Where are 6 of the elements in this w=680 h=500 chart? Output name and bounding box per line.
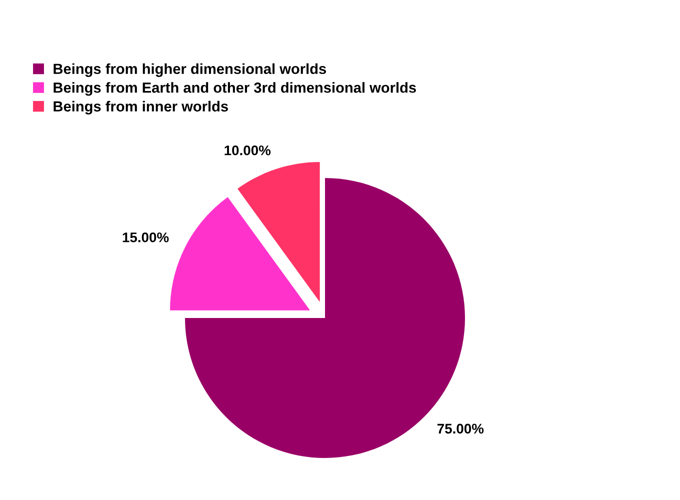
- data-label: 15.00%: [122, 232, 169, 242]
- legend-label: Beings from higher dimensional worlds: [54, 63, 326, 77]
- legend-label: Beings from inner worlds: [54, 100, 228, 115]
- data-label: 75.00%: [437, 424, 484, 434]
- data-label: 10.00%: [224, 145, 271, 156]
- legend-label: Beings from Earth and other 3rd dimensional worlds: [54, 82, 416, 96]
